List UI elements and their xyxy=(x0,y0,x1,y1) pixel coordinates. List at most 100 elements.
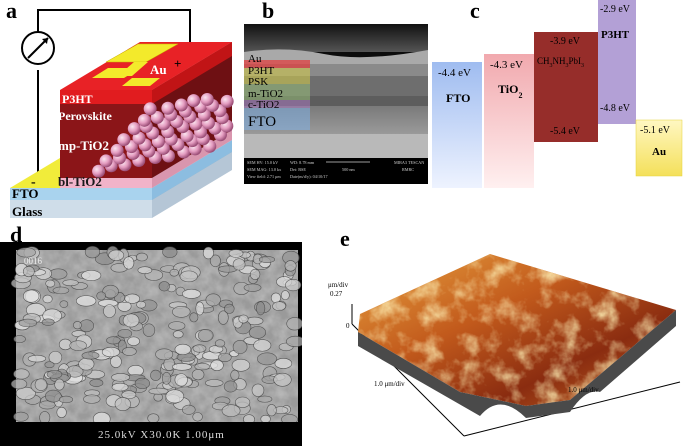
perovskite-grain xyxy=(148,387,169,395)
perovskite-grain xyxy=(127,336,140,346)
perovskite-grain xyxy=(42,294,53,304)
perovskite-grain xyxy=(202,246,214,260)
perovskite-grain xyxy=(223,380,238,393)
y-axis-label: 1.0 μm/div xyxy=(568,386,599,394)
perovskite-grain xyxy=(22,265,35,278)
perovskite-grain xyxy=(48,268,68,280)
perovskite-grain xyxy=(150,369,162,381)
perovskite-grain xyxy=(189,312,199,323)
perovskite-grain xyxy=(122,347,137,356)
perovskite-grain xyxy=(18,318,38,328)
perovskite-grain xyxy=(172,305,191,318)
perovskite-grain xyxy=(230,369,240,381)
p3ht-bottom: -4.8 eV xyxy=(600,103,631,114)
tio2-nanoparticle xyxy=(127,122,141,136)
tio2-nanoparticle xyxy=(99,154,113,168)
perovskite-grain xyxy=(106,336,121,345)
perovskite-grain xyxy=(34,378,48,391)
perovskite-grain xyxy=(272,301,287,311)
perovskite-grain xyxy=(48,350,63,365)
perovskite-grain xyxy=(280,290,290,301)
perovskite-grain xyxy=(58,395,74,404)
tio2-nanoparticle xyxy=(174,98,188,112)
perovskite-grain xyxy=(102,284,119,299)
tio2-name: TiO2 xyxy=(498,82,522,100)
sem-top-view: 0016 25.0kV X30.0K 1.00μm xyxy=(0,242,302,446)
au-name: Au xyxy=(652,146,666,158)
perovskite-grain xyxy=(214,339,226,348)
perovskite-grain xyxy=(123,256,135,270)
perovskite-grain xyxy=(284,260,297,272)
perovskite-top: -3.9 eV xyxy=(550,36,581,47)
perovskite-grain xyxy=(228,249,244,258)
scale-label: 500 nm xyxy=(342,167,355,172)
perovskite-grain xyxy=(69,340,87,351)
perovskite-grain xyxy=(286,317,302,331)
sem-hv: SEM HV: 15.0 kV xyxy=(247,160,278,165)
perovskite-grain xyxy=(169,268,179,277)
layer-label-glass: Glass xyxy=(12,204,42,219)
device-schematic: Au + - P3HT Perovskite mp-TiO2 bl-TiO2 F… xyxy=(9,9,234,219)
view-field: View field: 2.71 μm xyxy=(247,174,281,179)
perovskite-grain xyxy=(172,330,184,339)
perovskite-grain xyxy=(44,361,55,369)
perovskite-grain xyxy=(204,379,224,387)
date: Date(m/d/y): 04/10/17 xyxy=(290,174,328,179)
tio2-nanoparticle xyxy=(187,94,201,108)
perovskite-grain xyxy=(256,301,266,316)
perovskite-grain xyxy=(108,249,125,261)
perovskite-grain xyxy=(134,377,150,390)
afm-3d-topography: μm/div 0.27 0 1.0 μm/div 1.0 μm/div xyxy=(328,254,681,437)
perovskite-grain xyxy=(238,314,249,324)
perovskite-grain xyxy=(161,372,172,385)
tio2-nanoparticle xyxy=(92,164,106,178)
perovskite-grain xyxy=(248,326,266,339)
perovskite-grain xyxy=(45,279,56,288)
perovskite-grain xyxy=(121,390,137,400)
perovskite-grain xyxy=(234,396,251,408)
perovskite-grain xyxy=(168,321,186,331)
perovskite-grain xyxy=(172,363,192,371)
perovskite-grain xyxy=(54,378,65,391)
fto-top: -4.4 eV xyxy=(438,67,471,79)
tio2-nanoparticle xyxy=(137,113,151,127)
perovskite-grain xyxy=(205,293,221,307)
perovskite-grain xyxy=(174,343,192,355)
layer-label-mp-tio2: mp-TiO2 xyxy=(58,138,109,153)
perovskite-grain xyxy=(197,328,214,342)
x-axis-label: 1.0 μm/div xyxy=(374,380,405,388)
perovskite-grain xyxy=(44,389,62,403)
z-zero: 0 xyxy=(346,322,350,330)
panel-c-label: c xyxy=(470,0,480,23)
perovskite-grain xyxy=(22,289,40,303)
perovskite-grain xyxy=(75,295,97,307)
layer-label-m-tio2: m-TiO2 xyxy=(248,88,283,100)
tio2-nanoparticle xyxy=(150,110,164,124)
perovskite-grain xyxy=(221,404,241,417)
perovskite-grain xyxy=(122,313,140,328)
panel-d-label: d xyxy=(10,222,23,247)
perovskite-grain xyxy=(111,373,130,382)
perovskite-grain xyxy=(182,404,196,415)
perovskite-grain xyxy=(52,286,70,295)
perovskite-grain xyxy=(117,328,133,339)
layer-label-c-tio2: c-TiO2 xyxy=(248,99,279,111)
perovskite-grain xyxy=(195,301,205,316)
perovskite-grain xyxy=(210,359,224,372)
tio2-top: -4.3 eV xyxy=(490,59,523,71)
perovskite-grain xyxy=(231,358,251,372)
perovskite-grain xyxy=(84,245,101,259)
perovskite-grain xyxy=(41,318,55,326)
perovskite-grain xyxy=(232,339,248,354)
perovskite-grain xyxy=(81,351,100,360)
tio2-band xyxy=(484,54,534,188)
au-band xyxy=(635,119,683,177)
z-unit: μm/div xyxy=(328,281,349,289)
perovskite-grain xyxy=(257,352,278,366)
perovskite-grain xyxy=(174,373,188,387)
perovskite-grain xyxy=(266,404,277,417)
perovskite-name: CH3NH3PbI3 xyxy=(537,56,584,69)
perovskite-grain xyxy=(59,300,69,308)
perovskite-grain xyxy=(78,357,95,371)
layer-label-p3ht-b: P3HT xyxy=(248,65,275,77)
